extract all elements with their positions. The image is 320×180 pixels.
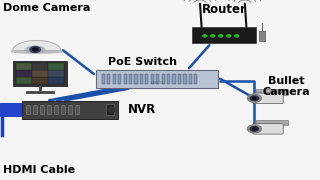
FancyBboxPatch shape	[156, 74, 159, 84]
FancyBboxPatch shape	[162, 74, 165, 84]
Circle shape	[219, 35, 223, 37]
Circle shape	[227, 35, 231, 37]
Text: Router: Router	[202, 3, 246, 16]
FancyBboxPatch shape	[32, 77, 48, 84]
Circle shape	[247, 125, 261, 133]
Circle shape	[32, 48, 38, 51]
FancyBboxPatch shape	[259, 31, 265, 41]
FancyBboxPatch shape	[32, 63, 48, 70]
FancyBboxPatch shape	[68, 105, 72, 114]
FancyBboxPatch shape	[118, 74, 121, 84]
Polygon shape	[13, 40, 61, 50]
Circle shape	[203, 35, 207, 37]
FancyBboxPatch shape	[16, 70, 32, 77]
FancyBboxPatch shape	[16, 63, 32, 70]
FancyBboxPatch shape	[134, 74, 138, 84]
FancyBboxPatch shape	[13, 61, 67, 86]
Circle shape	[30, 46, 41, 53]
FancyBboxPatch shape	[140, 74, 143, 84]
FancyBboxPatch shape	[145, 74, 148, 84]
FancyBboxPatch shape	[75, 105, 79, 114]
Circle shape	[250, 96, 259, 101]
Text: Bullet
Camera: Bullet Camera	[263, 76, 310, 97]
FancyBboxPatch shape	[183, 74, 187, 84]
FancyBboxPatch shape	[26, 105, 30, 114]
Circle shape	[108, 108, 116, 112]
FancyBboxPatch shape	[33, 105, 37, 114]
FancyBboxPatch shape	[256, 120, 288, 125]
Circle shape	[247, 94, 261, 102]
FancyBboxPatch shape	[16, 77, 32, 84]
FancyBboxPatch shape	[48, 77, 64, 84]
FancyBboxPatch shape	[107, 74, 110, 84]
FancyBboxPatch shape	[96, 70, 218, 88]
Ellipse shape	[26, 46, 45, 53]
FancyBboxPatch shape	[178, 74, 181, 84]
FancyBboxPatch shape	[106, 104, 114, 115]
FancyBboxPatch shape	[253, 93, 283, 103]
Circle shape	[252, 128, 256, 130]
FancyBboxPatch shape	[32, 70, 48, 77]
FancyBboxPatch shape	[167, 74, 170, 84]
FancyBboxPatch shape	[124, 74, 127, 84]
FancyBboxPatch shape	[22, 101, 118, 119]
FancyBboxPatch shape	[129, 74, 132, 84]
Circle shape	[211, 35, 215, 37]
FancyBboxPatch shape	[102, 74, 105, 84]
FancyBboxPatch shape	[16, 63, 64, 84]
FancyBboxPatch shape	[189, 74, 192, 84]
FancyBboxPatch shape	[54, 105, 58, 114]
Ellipse shape	[12, 50, 62, 53]
Circle shape	[252, 97, 256, 99]
Text: CISCO: CISCO	[150, 82, 163, 86]
FancyBboxPatch shape	[194, 74, 197, 84]
FancyBboxPatch shape	[48, 63, 64, 70]
FancyBboxPatch shape	[253, 124, 283, 134]
FancyBboxPatch shape	[61, 105, 65, 114]
FancyBboxPatch shape	[192, 27, 256, 43]
FancyBboxPatch shape	[151, 74, 154, 84]
FancyBboxPatch shape	[0, 103, 21, 116]
Text: HDMI Cable: HDMI Cable	[3, 165, 75, 175]
FancyBboxPatch shape	[172, 74, 176, 84]
Circle shape	[235, 35, 239, 37]
FancyBboxPatch shape	[40, 105, 44, 114]
FancyBboxPatch shape	[48, 70, 64, 77]
Text: Dome Camera: Dome Camera	[3, 3, 91, 13]
FancyBboxPatch shape	[256, 89, 288, 94]
FancyBboxPatch shape	[47, 105, 51, 114]
Text: NVR: NVR	[128, 103, 156, 116]
Text: PoE Switch: PoE Switch	[108, 57, 177, 67]
FancyBboxPatch shape	[113, 74, 116, 84]
Circle shape	[250, 127, 259, 131]
